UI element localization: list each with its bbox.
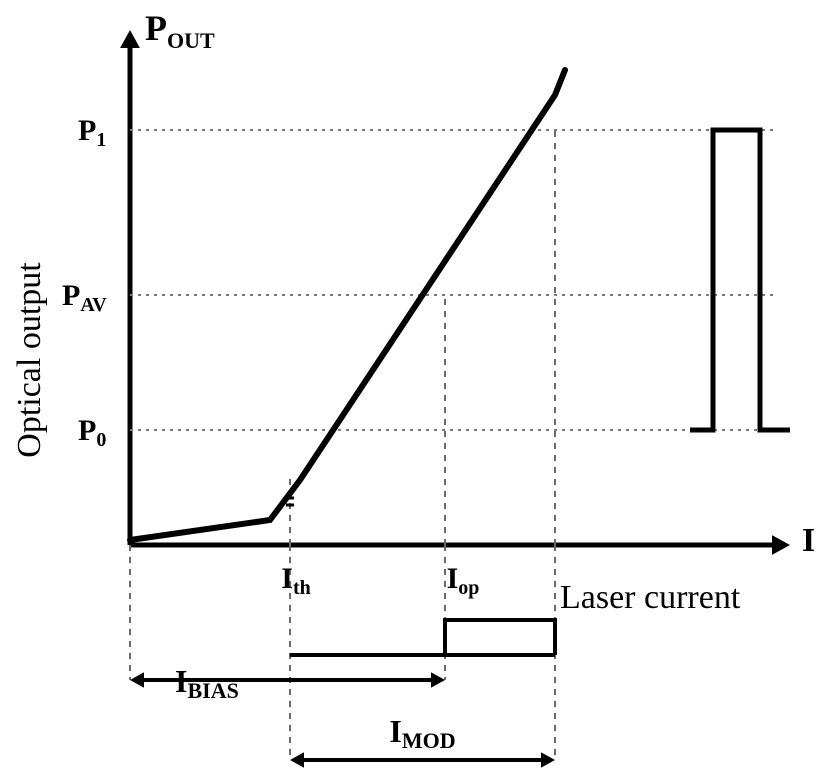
label-imod: IMOD xyxy=(389,713,455,753)
label-ibias: IBIAS xyxy=(175,663,239,703)
label-p0: P0 xyxy=(78,414,106,451)
output-pulse xyxy=(690,130,790,430)
label-p1: P1 xyxy=(78,114,106,151)
label-pav: PAV xyxy=(62,279,107,316)
label-i: I xyxy=(802,522,815,559)
y-axis-title: Optical output xyxy=(11,262,48,458)
label-iop: Iop xyxy=(447,562,480,599)
input-pulse-step xyxy=(290,620,555,655)
li-curve xyxy=(130,70,565,540)
label-pout: POUT xyxy=(145,8,215,53)
x-axis-title: Laser current xyxy=(560,579,741,616)
label-ith: Ith xyxy=(281,562,310,599)
